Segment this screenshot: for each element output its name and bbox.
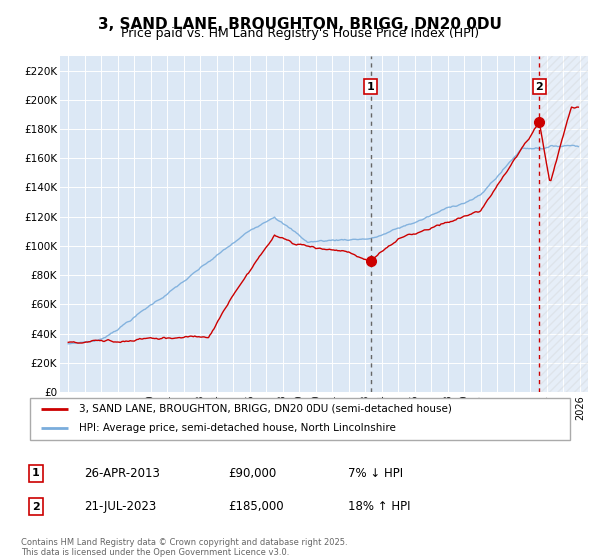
Text: 1: 1 xyxy=(367,82,374,92)
Text: 26-APR-2013: 26-APR-2013 xyxy=(84,466,160,480)
Text: 2: 2 xyxy=(535,82,543,92)
Text: Contains HM Land Registry data © Crown copyright and database right 2025.
This d: Contains HM Land Registry data © Crown c… xyxy=(21,538,347,557)
Text: HPI: Average price, semi-detached house, North Lincolnshire: HPI: Average price, semi-detached house,… xyxy=(79,423,395,433)
Text: 3, SAND LANE, BROUGHTON, BRIGG, DN20 0DU (semi-detached house): 3, SAND LANE, BROUGHTON, BRIGG, DN20 0DU… xyxy=(79,404,451,414)
Text: £185,000: £185,000 xyxy=(228,500,284,514)
Bar xyxy=(539,56,588,392)
Text: 1: 1 xyxy=(32,468,40,478)
Text: 7% ↓ HPI: 7% ↓ HPI xyxy=(348,466,403,480)
Text: £90,000: £90,000 xyxy=(228,466,276,480)
FancyBboxPatch shape xyxy=(30,398,570,440)
Text: 18% ↑ HPI: 18% ↑ HPI xyxy=(348,500,410,514)
Text: Price paid vs. HM Land Registry's House Price Index (HPI): Price paid vs. HM Land Registry's House … xyxy=(121,27,479,40)
Text: 3, SAND LANE, BROUGHTON, BRIGG, DN20 0DU: 3, SAND LANE, BROUGHTON, BRIGG, DN20 0DU xyxy=(98,17,502,32)
Text: 2: 2 xyxy=(32,502,40,512)
Text: 21-JUL-2023: 21-JUL-2023 xyxy=(84,500,156,514)
